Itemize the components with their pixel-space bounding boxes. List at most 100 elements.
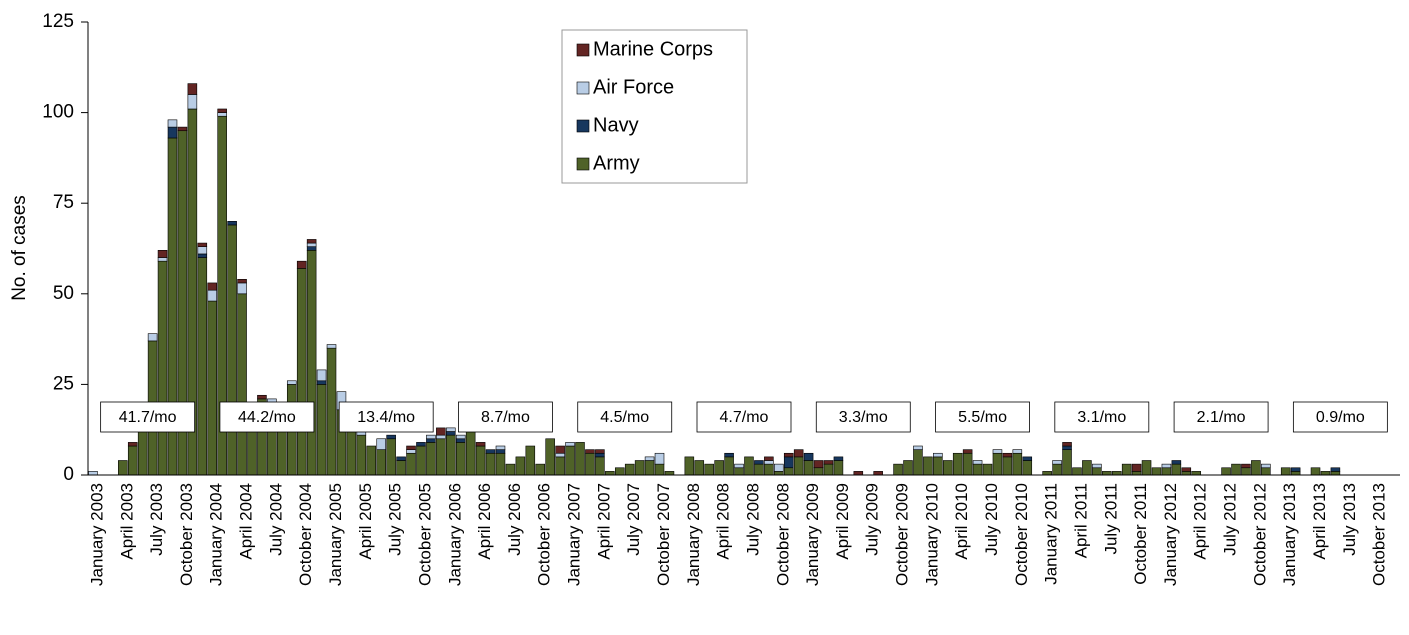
bar-segment [1330, 471, 1341, 476]
y-tick-label: 125 [42, 11, 74, 32]
bar-segment [306, 250, 317, 476]
legend-swatch [576, 43, 590, 57]
bar-segment [515, 456, 526, 476]
bar-segment [505, 463, 516, 476]
bar-segment [257, 394, 267, 400]
bar-segment [644, 456, 655, 461]
bar-segment [465, 431, 476, 476]
bar-segment [803, 460, 814, 476]
bar-segment [416, 445, 426, 476]
x-tick-label: April 2003 [117, 483, 136, 560]
x-tick-label: January 2003 [87, 483, 106, 586]
annotation-box [1292, 401, 1388, 433]
legend-label: Navy [593, 114, 639, 136]
bar-segment [495, 445, 506, 450]
bar-segment [1171, 463, 1182, 476]
bar-segment [664, 471, 675, 476]
bar-segment [764, 460, 774, 465]
x-tick-label: January 2006 [445, 483, 464, 586]
x-tick-label: July 2007 [624, 483, 643, 556]
bar-segment [326, 344, 337, 349]
bar-segment [426, 438, 436, 443]
legend-swatch [576, 119, 590, 133]
legend-label: Army [593, 152, 640, 174]
annotation-box [815, 401, 911, 433]
bar-segment [446, 427, 456, 432]
bar-segment [187, 94, 198, 110]
x-tick-label: October 2006 [535, 483, 554, 586]
bar-segment [1171, 460, 1182, 465]
annotation-box [1173, 401, 1269, 433]
bar-segment [436, 438, 446, 476]
bar-segment [1121, 463, 1132, 476]
x-tick-label: October 2007 [654, 483, 673, 586]
bar-segment [634, 460, 645, 476]
bar-segment [406, 452, 416, 476]
bar-segment [913, 449, 923, 476]
x-tick-label: April 2013 [1310, 483, 1329, 560]
bar-segment [555, 452, 565, 458]
bar-segment [366, 445, 377, 476]
x-tick-label: October 2004 [296, 483, 315, 586]
bar-segment [853, 471, 864, 476]
bar-segment [167, 119, 178, 128]
bar-segment [644, 460, 655, 476]
annotation: 5.5/mo [958, 409, 1007, 426]
annotation: 8.7/mo [481, 409, 530, 426]
x-tick-label: January 2013 [1280, 483, 1299, 586]
bar-segment [446, 431, 456, 436]
x-tick-label: July 2013 [1340, 483, 1359, 556]
legend-swatch [576, 157, 590, 171]
bar-segment [1092, 467, 1102, 476]
bar-segment [157, 257, 168, 262]
x-tick-label: July 2005 [386, 483, 405, 556]
bar-segment [455, 434, 466, 440]
bar-segment [455, 442, 466, 476]
bar-segment [197, 257, 208, 476]
bar-segment [147, 333, 158, 342]
bar-segment [475, 442, 486, 447]
legend-box [561, 29, 748, 184]
bar-segment [1052, 463, 1062, 476]
bar-segment [1241, 467, 1251, 476]
x-tick-label: April 2007 [594, 483, 613, 560]
bar-segment [386, 438, 396, 476]
bar-segment [972, 460, 983, 465]
bar-segment [227, 221, 237, 226]
bar-segment [575, 442, 585, 476]
bar-segment [962, 452, 973, 476]
bar-segment [764, 463, 774, 476]
annotation: 3.3/mo [839, 409, 888, 426]
bar-segment [446, 434, 456, 476]
annotation: 3.1/mo [1077, 409, 1126, 426]
annotation-box [1054, 401, 1150, 433]
bar-segment [724, 456, 734, 476]
bar-segment [595, 452, 605, 458]
bar-segment [933, 456, 943, 476]
x-tick-label: July 2011 [1101, 483, 1120, 555]
bar-segment [306, 242, 317, 247]
annotation: 2.1/mo [1197, 409, 1246, 426]
x-tick-label: July 2006 [505, 483, 524, 556]
legend-label: Marine Corps [593, 38, 713, 60]
bar-segment [197, 253, 208, 258]
bar-segment [157, 250, 168, 258]
bar-segment [416, 442, 426, 447]
bar-segment [1290, 467, 1301, 472]
bar-segment [783, 467, 794, 476]
bar-segment [734, 467, 744, 476]
bar-segment [605, 471, 615, 476]
x-tick-label: April 2009 [833, 483, 852, 560]
bar-segment [237, 282, 247, 295]
bar-segment [654, 463, 665, 476]
bar-segment [396, 456, 406, 461]
bar-segment [1141, 460, 1152, 476]
bar-segment [1062, 442, 1072, 447]
bar-segment [1082, 460, 1092, 476]
bar-segment [1320, 471, 1331, 476]
bar-segment [88, 471, 98, 476]
bar-segment [962, 449, 973, 454]
bar-segment [823, 460, 834, 465]
x-tick-label: April 2004 [237, 483, 256, 560]
bar-segment [754, 463, 764, 476]
